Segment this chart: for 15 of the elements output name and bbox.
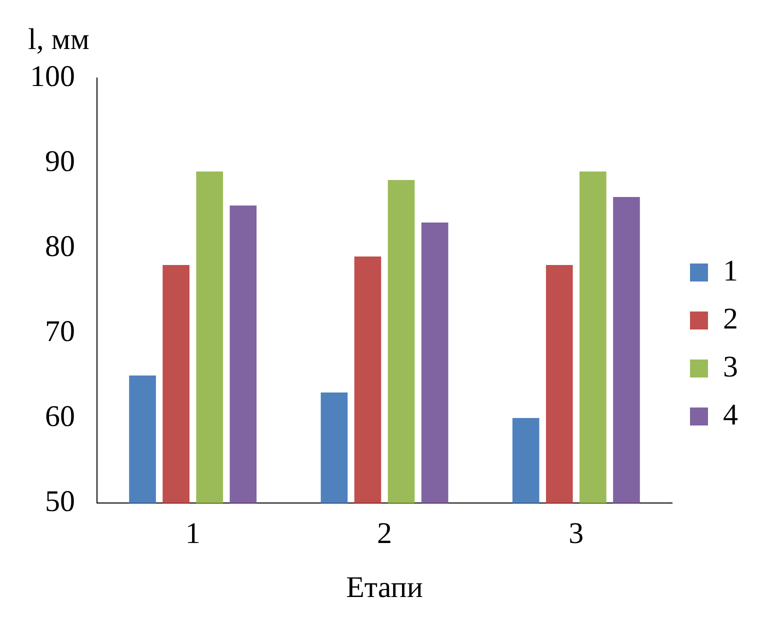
legend-label: 1 (723, 254, 738, 288)
y-tick-label: 50 (45, 484, 75, 518)
legend-label: 4 (723, 398, 738, 432)
y-tick-label: 90 (45, 144, 75, 178)
x-tick-label: 1 (185, 516, 200, 550)
legend-label: 2 (723, 302, 738, 336)
y-tick-label: 100 (30, 60, 75, 93)
x-tick-label: 3 (568, 516, 584, 550)
y-tick-label: 60 (45, 400, 75, 433)
y-axis-title: l, мм (28, 22, 90, 56)
y-tick-label: 80 (45, 230, 75, 263)
legend-label: 3 (723, 350, 738, 384)
x-axis-title: Етапи (346, 570, 423, 604)
x-tick-label: 2 (377, 516, 392, 550)
y-tick-label: 70 (45, 314, 75, 348)
